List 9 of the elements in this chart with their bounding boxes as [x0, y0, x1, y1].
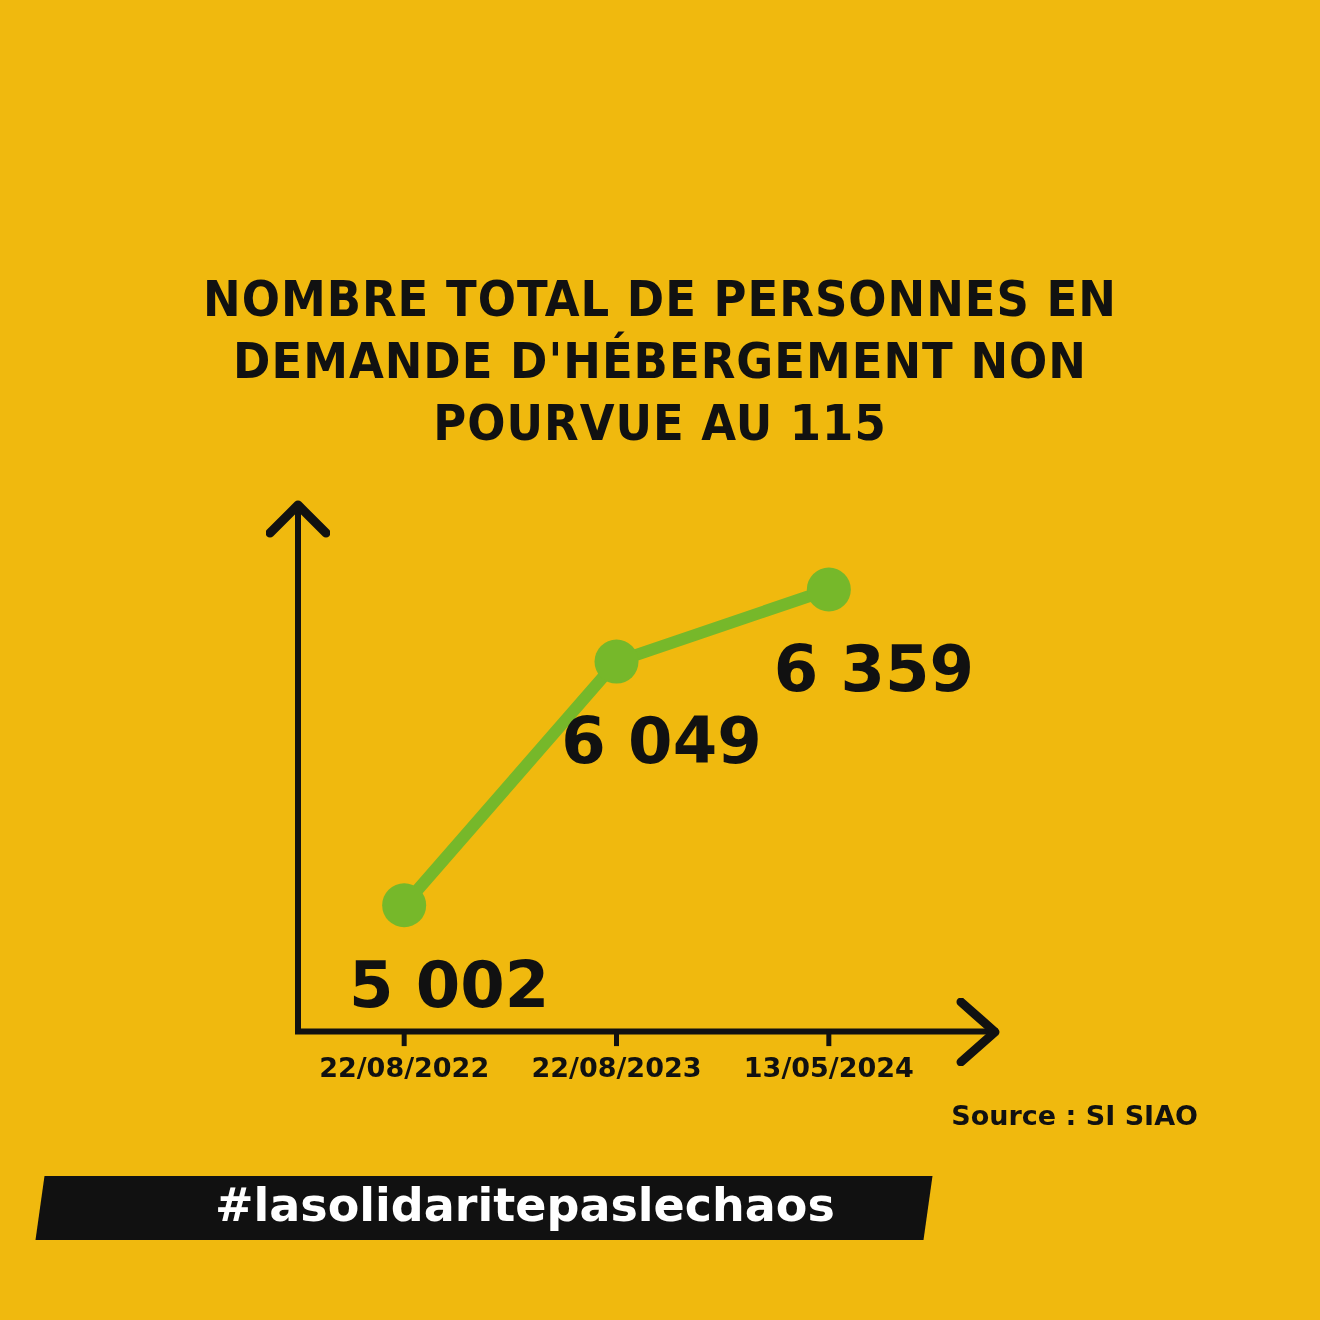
source-note: Source : SI SIAO — [951, 1100, 1198, 1131]
x-tick-label: 13/05/2024 — [743, 1051, 914, 1083]
x-tick-label: 22/08/2022 — [319, 1051, 490, 1083]
text: #lasolidaritepaslechaos — [215, 1178, 835, 1232]
data-label: 6 359 — [773, 632, 975, 707]
x-tick-label: 22/08/2023 — [531, 1051, 702, 1083]
data-label: 6 049 — [561, 704, 762, 779]
chart-title: NOMBRE TOTAL DE PERSONNES EN DEMANDE D'HÉBERGEMENT NON POURVUE AU 115 — [202, 269, 1118, 454]
data-label: 5 002 — [348, 947, 550, 1022]
